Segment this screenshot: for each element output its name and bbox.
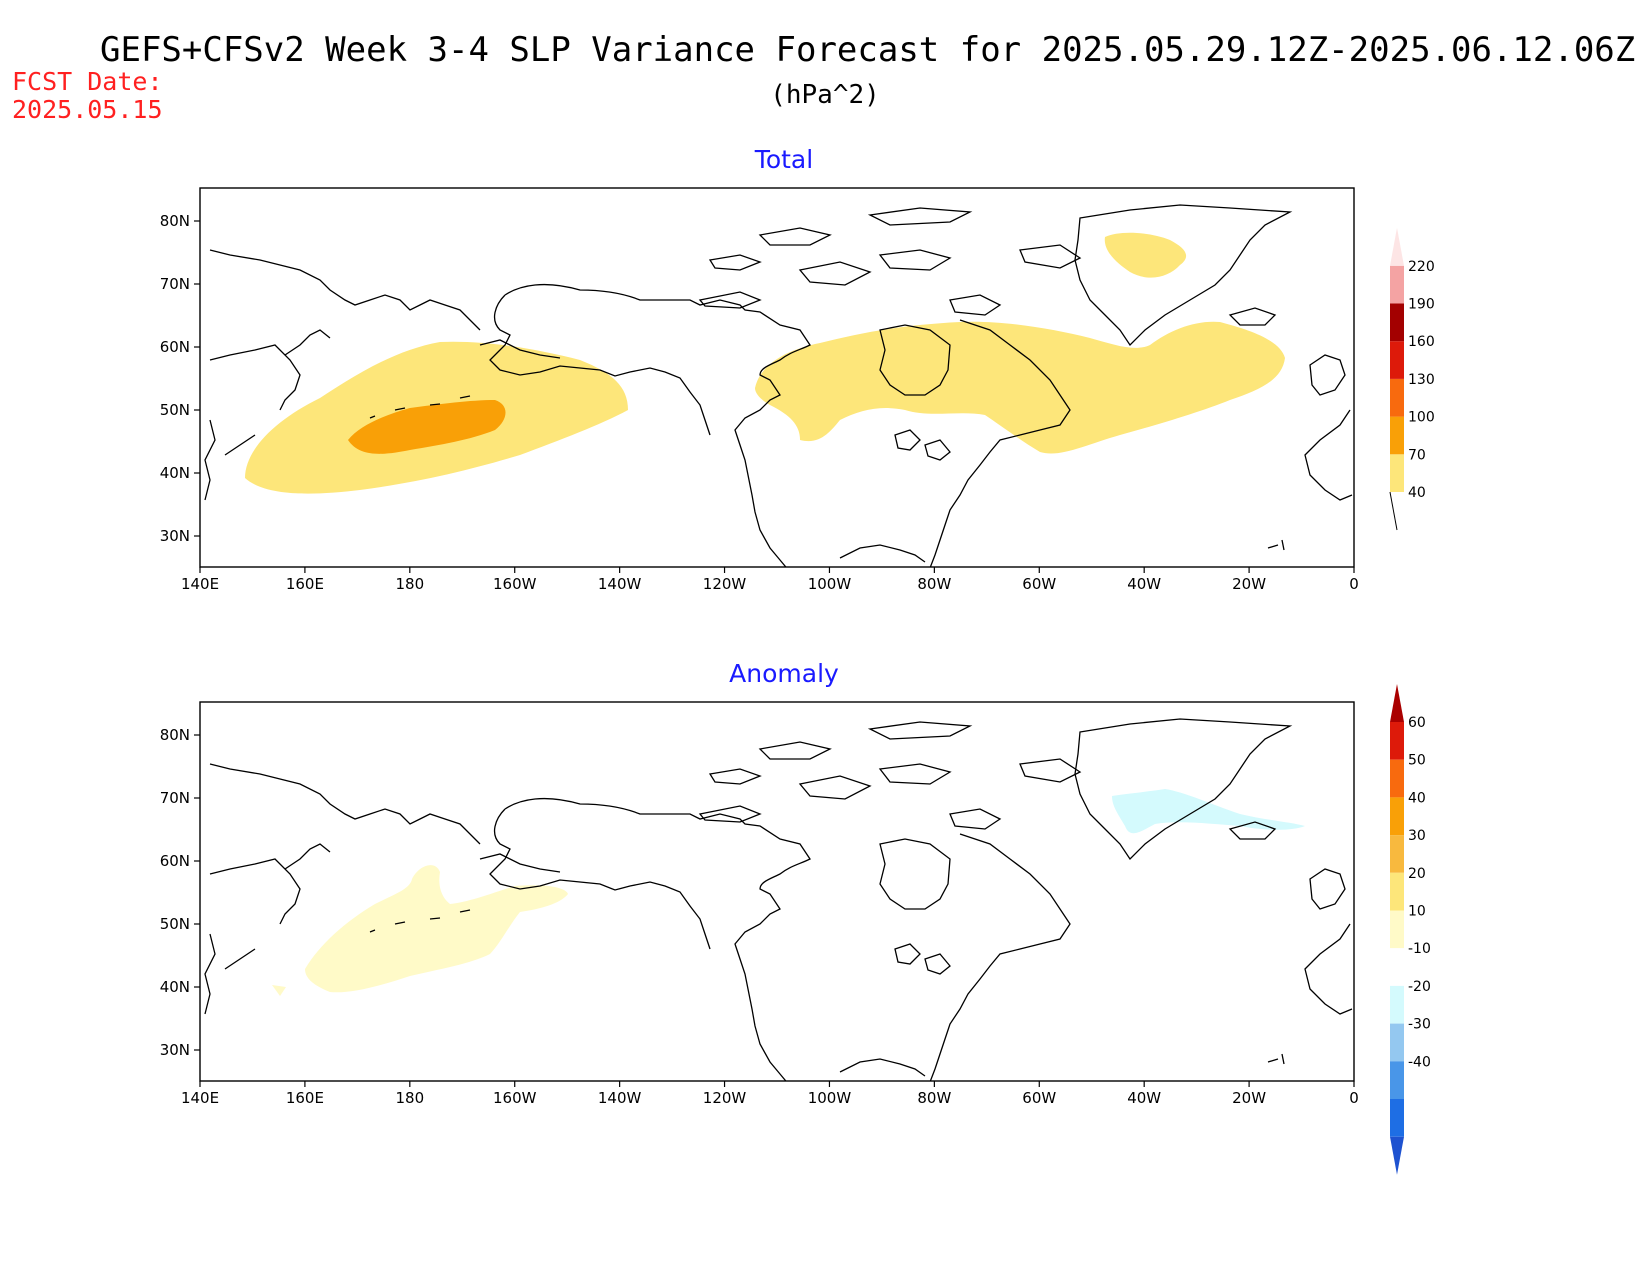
total-region-north-pacific-core: [348, 400, 506, 454]
colorbar-swatch: [1390, 797, 1404, 836]
units-label: (hPa^2): [770, 80, 880, 110]
colorbar-label: 220: [1408, 259, 1435, 275]
colorbar-label: -20: [1408, 979, 1431, 995]
panel-anomaly-title: Anomaly: [729, 659, 839, 688]
lon-tick-label: 80W: [917, 1089, 951, 1107]
colorbar-lower-extension: [1389, 491, 1398, 531]
lat-tick-label: 30N: [160, 1041, 190, 1059]
colorbar-label: 10: [1408, 904, 1426, 920]
forecast-date-block: FCST Date: 2025.05.15: [12, 68, 163, 124]
colorbar-swatch: [1390, 948, 1404, 986]
lon-tick-label: 140W: [598, 575, 642, 593]
lon-tick-label: 120W: [703, 1089, 747, 1107]
anomaly-shading: [204, 718, 1353, 1081]
lat-tick-label: 60N: [160, 852, 190, 870]
colorbar-label: 100: [1408, 410, 1435, 426]
lat-tick-label: 70N: [160, 275, 190, 293]
anomaly-frame: [199, 701, 1355, 1082]
panel-total: 140E 160E 180 160W 140W 120W 100W 80W 60W 40W 20W 0…: [160, 187, 1435, 593]
colorbar-label: 40: [1408, 790, 1426, 806]
lon-tick-label: 160E: [286, 575, 324, 593]
lon-tick-label: 180: [395, 575, 424, 593]
colorbar-label: 70: [1408, 447, 1426, 463]
colorbar-swatch: [1390, 985, 1404, 1024]
lat-tick-label: 50N: [160, 401, 190, 419]
total-shading: [204, 204, 1353, 567]
colorbar-swatch: [1390, 910, 1404, 949]
lon-tick-label: 20W: [1232, 1089, 1266, 1107]
colorbar-label: 160: [1408, 334, 1435, 350]
colorbar-label: 30: [1408, 828, 1426, 844]
lon-tick-label: 140W: [598, 1089, 642, 1107]
colorbar-label: -30: [1408, 1017, 1431, 1033]
lat-tick-label: 80N: [160, 212, 190, 230]
forecast-date-label: FCST Date:: [12, 67, 163, 96]
lon-tick-label: 100W: [808, 1089, 852, 1107]
colorbar-upper-extension: [1390, 684, 1404, 722]
colorbar-swatch: [1390, 341, 1404, 379]
colorbar-label: 190: [1408, 297, 1435, 313]
lat-tick-label: 80N: [160, 726, 190, 744]
colorbar-swatch: [1390, 722, 1404, 760]
lon-tick-label: 160W: [493, 575, 537, 593]
lon-tick-label: 140E: [181, 1089, 219, 1107]
lat-tick-label: 30N: [160, 527, 190, 545]
total-region-greenland: [1104, 232, 1187, 278]
colorbar-swatch: [1390, 378, 1404, 417]
lon-tick-label: 160E: [286, 1089, 324, 1107]
lon-tick-label: 100W: [808, 575, 852, 593]
colorbar-swatch: [1390, 835, 1404, 873]
lon-tick-label: 140E: [181, 575, 219, 593]
colorbar-label: -10: [1408, 941, 1431, 957]
colorbar-swatch: [1390, 416, 1404, 455]
lon-tick-label: 60W: [1022, 575, 1056, 593]
colorbar-label: 20: [1408, 866, 1426, 882]
total-colorbar: 40 70 100 130 160 190 220: [1389, 227, 1435, 531]
lat-tick-label: 70N: [160, 789, 190, 807]
colorbar-label: -40: [1408, 1054, 1431, 1070]
anomaly-region-greenland-south: [1112, 789, 1305, 834]
lat-tick-label: 60N: [160, 338, 190, 356]
anomaly-colorbar: 60 50 40 30 20 10 -10 -20 -30 -40: [1390, 684, 1431, 1175]
lon-tick-label: 160W: [493, 1089, 537, 1107]
colorbar-label: 130: [1408, 372, 1435, 388]
lon-tick-label: 40W: [1127, 1089, 1161, 1107]
colorbar-swatch: [1390, 1023, 1404, 1062]
lon-tick-label: 60W: [1022, 1089, 1056, 1107]
panel-anomaly: 140E 160E 180 160W 140W 120W 100W 80W 60W 40W 20W 0…: [160, 684, 1431, 1175]
lat-tick-label: 40N: [160, 464, 190, 482]
lat-tick-label: 50N: [160, 915, 190, 933]
colorbar-swatch: [1390, 454, 1404, 492]
lon-tick-label: 20W: [1232, 575, 1266, 593]
colorbar-swatch: [1390, 265, 1404, 304]
lon-tick-label: 40W: [1127, 575, 1161, 593]
colorbar-swatch: [1390, 1061, 1404, 1099]
colorbar-upper-extension: [1390, 227, 1404, 266]
lon-tick-label: 80W: [917, 575, 951, 593]
forecast-date-value: 2025.05.15: [12, 95, 163, 124]
lat-tick-label: 40N: [160, 978, 190, 996]
lon-tick-label: 120W: [703, 575, 747, 593]
lon-tick-label: 0: [1349, 1089, 1359, 1107]
colorbar-swatch: [1390, 872, 1404, 911]
anomaly-region-north-pacific: [272, 865, 568, 996]
colorbar-swatch: [1390, 759, 1404, 798]
panel-total-title: Total: [754, 145, 813, 174]
lon-tick-label: 0: [1349, 575, 1359, 593]
colorbar-label: 40: [1408, 485, 1426, 501]
total-frame: [199, 187, 1355, 568]
colorbar-swatch: [1390, 303, 1404, 342]
colorbar-label: 50: [1408, 753, 1426, 769]
colorbar-swatch: [1390, 1099, 1404, 1137]
colorbar-lower-extension: [1390, 1136, 1404, 1175]
chart-title: GEFS+CFSv2 Week 3-4 SLP Variance Forecas…: [100, 30, 1636, 70]
total-axes: 140E 160E 180 160W 140W 120W 100W 80W 60W 40W 20W 0…: [160, 212, 1359, 593]
lon-tick-label: 180: [395, 1089, 424, 1107]
total-region-canada-north-atlantic: [755, 321, 1285, 454]
colorbar-label: 60: [1408, 715, 1426, 731]
anomaly-axes: 140E 160E 180 160W 140W 120W 100W 80W 60W 40W 20W 0…: [160, 726, 1359, 1107]
